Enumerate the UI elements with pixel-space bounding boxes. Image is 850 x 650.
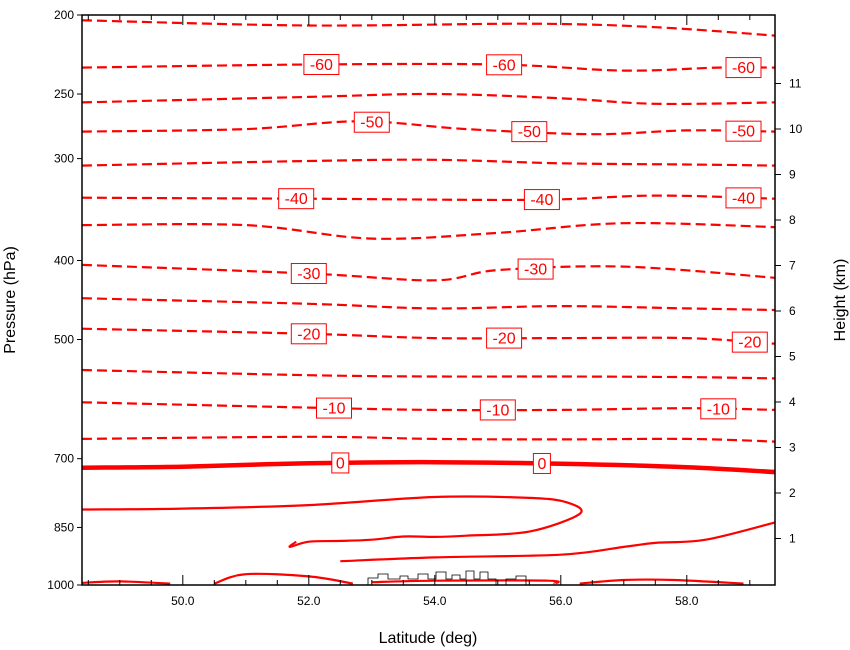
svg-text:-40: -40 bbox=[530, 192, 553, 209]
svg-text:-60: -60 bbox=[493, 57, 516, 74]
x-tick-label: 58.0 bbox=[675, 594, 699, 608]
svg-text:-10: -10 bbox=[707, 401, 730, 418]
contour-lines bbox=[81, 19, 776, 585]
y2-tick-label: 3 bbox=[789, 441, 796, 455]
y2-tick-label: 4 bbox=[789, 395, 796, 409]
svg-text:-30: -30 bbox=[297, 266, 320, 283]
y-axis-height: 1 2 3 4 5 6 7 8 9 10 11 bbox=[775, 77, 803, 546]
contour-line bbox=[81, 194, 776, 202]
contour-line bbox=[81, 92, 776, 106]
y2-tick-label: 5 bbox=[789, 350, 796, 364]
y-tick-label: 200 bbox=[54, 8, 74, 22]
contour-line bbox=[81, 368, 776, 380]
contour-label: -30 bbox=[517, 258, 554, 280]
contour-line bbox=[81, 495, 583, 548]
y-tick-label: 850 bbox=[54, 520, 74, 534]
svg-text:-10: -10 bbox=[322, 401, 345, 418]
contour-label: -30 bbox=[290, 263, 327, 285]
y2-tick-label: 10 bbox=[789, 122, 803, 136]
contour-line bbox=[81, 327, 776, 345]
contour-line bbox=[81, 435, 776, 443]
x-tick-label: 52.0 bbox=[297, 594, 321, 608]
contour-label: 0 bbox=[532, 452, 551, 474]
svg-text:-60: -60 bbox=[732, 60, 755, 77]
y2-tick-label: 9 bbox=[789, 168, 796, 182]
svg-text:-40: -40 bbox=[732, 190, 755, 207]
svg-text:-10: -10 bbox=[486, 402, 509, 419]
contour-line bbox=[81, 401, 776, 412]
contour-label: -20 bbox=[290, 323, 327, 345]
svg-text:-50: -50 bbox=[732, 124, 755, 141]
contour-label: -40 bbox=[523, 189, 560, 211]
plot-frame bbox=[81, 14, 776, 586]
contour-line bbox=[81, 221, 776, 240]
y-tick-label: 250 bbox=[54, 87, 74, 101]
contour-line bbox=[81, 580, 171, 585]
contour-label: -60 bbox=[303, 53, 340, 75]
contour-label: -60 bbox=[486, 54, 523, 76]
contour-line bbox=[81, 158, 776, 167]
y-tick-label: 300 bbox=[54, 152, 74, 166]
svg-text:-20: -20 bbox=[738, 335, 761, 352]
y-tick-label: 400 bbox=[54, 253, 74, 267]
svg-text:-20: -20 bbox=[297, 326, 320, 343]
contour-label: -50 bbox=[353, 111, 390, 133]
x-tick-label: 50.0 bbox=[171, 594, 195, 608]
x-axis: 50.0 52.0 54.0 56.0 58.0 bbox=[87, 15, 751, 608]
contour-line bbox=[81, 297, 776, 312]
terrain-outline bbox=[367, 570, 527, 585]
contour-line bbox=[81, 19, 776, 37]
svg-text:-20: -20 bbox=[493, 331, 516, 348]
y2-axis-title: Height (km) bbox=[832, 259, 849, 342]
y2-tick-label: 11 bbox=[789, 77, 802, 91]
contour-label: -10 bbox=[700, 398, 737, 420]
svg-text:-50: -50 bbox=[360, 115, 383, 132]
svg-text:0: 0 bbox=[537, 456, 546, 473]
y-tick-label: 1000 bbox=[47, 578, 74, 592]
contour-label: -10 bbox=[316, 397, 352, 419]
contour-label: -50 bbox=[725, 120, 762, 142]
contour-label: -60 bbox=[725, 57, 762, 79]
contour-label: -20 bbox=[486, 327, 523, 349]
contour-label: -20 bbox=[731, 331, 768, 353]
contour-line bbox=[371, 579, 560, 585]
y2-tick-label: 6 bbox=[789, 304, 796, 318]
contour-label: -50 bbox=[511, 121, 548, 143]
svg-text:-40: -40 bbox=[285, 191, 308, 208]
y2-tick-label: 1 bbox=[789, 532, 796, 546]
contour-label: -40 bbox=[278, 188, 315, 210]
contour-label: -10 bbox=[479, 399, 516, 421]
y-axis-title: Pressure (hPa) bbox=[2, 246, 19, 354]
contour-label: -40 bbox=[725, 187, 762, 209]
svg-text:0: 0 bbox=[336, 455, 345, 472]
contour-line bbox=[213, 572, 354, 585]
y2-tick-label: 2 bbox=[789, 486, 796, 500]
contour-labels: -60 -60 -60 -50 -50 -50 -40 -40 -40 -30 -30 -20 -20 -… bbox=[278, 53, 768, 474]
x-axis-title: Latitude (deg) bbox=[379, 630, 478, 647]
y-tick-label: 500 bbox=[54, 333, 74, 347]
contour-line bbox=[81, 120, 776, 136]
x-tick-label: 54.0 bbox=[423, 594, 447, 608]
y-tick-label: 700 bbox=[54, 452, 74, 466]
contour-line bbox=[81, 62, 776, 72]
contour-line bbox=[579, 578, 744, 585]
y2-tick-label: 8 bbox=[789, 213, 796, 227]
y-axis-pressure: 1000 850 700 500 400 300 250 200 bbox=[47, 8, 82, 592]
contour-line bbox=[81, 263, 776, 282]
svg-text:-50: -50 bbox=[518, 124, 541, 141]
x-tick-label: 56.0 bbox=[549, 594, 573, 608]
svg-text:-30: -30 bbox=[524, 262, 547, 279]
terrain-shape bbox=[367, 570, 527, 585]
svg-text:-60: -60 bbox=[310, 57, 333, 74]
contour-line bbox=[340, 521, 776, 563]
contour-line bbox=[81, 459, 776, 475]
y2-tick-label: 7 bbox=[789, 259, 796, 273]
contour-label: 0 bbox=[331, 452, 350, 474]
